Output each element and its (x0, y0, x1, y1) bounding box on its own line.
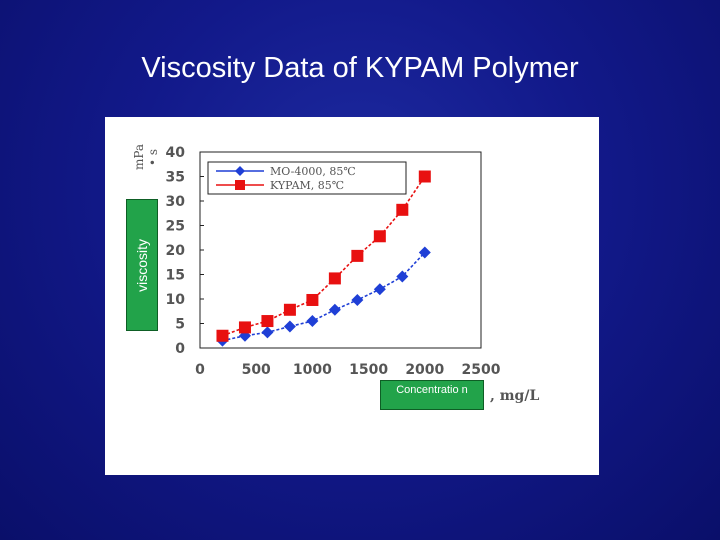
y-tick-label: 10 (166, 292, 186, 308)
y-tick-label: 0 (175, 341, 185, 357)
legend-marker (235, 180, 245, 190)
y-tick-label: 5 (175, 317, 185, 333)
y-axis-label: viscosity (134, 238, 150, 292)
y-tick-label: 35 (166, 170, 185, 186)
legend-label: KYPAM, 85℃ (270, 179, 344, 192)
viscosity-chart: 0 5 10 15 20 25 30 35 40 0 500 1000 1500 2000 2500 MO-4… (166, 145, 501, 378)
x-tick-label: 1500 (349, 362, 388, 378)
data-point-mo4000 (283, 320, 296, 333)
y-tick-label: 25 (166, 219, 185, 235)
y-tick-label: 30 (166, 194, 186, 210)
data-point-mo4000 (373, 283, 386, 296)
data-point-mo4000 (396, 270, 409, 283)
data-point-mo4000 (418, 246, 431, 259)
data-point-mo4000 (261, 326, 274, 339)
slide-title: Viscosity Data of KYPAM Polymer (141, 52, 579, 84)
x-tick-label: 500 (242, 362, 271, 378)
x-tick-label: 0 (195, 362, 205, 378)
y-axis-unit: mPa • s (132, 143, 160, 171)
data-point-kypam (351, 249, 364, 262)
data-point-kypam (328, 272, 341, 285)
data-point-kypam (238, 321, 251, 334)
data-point-kypam (373, 230, 386, 243)
data-point-kypam (261, 315, 274, 328)
data-point-mo4000 (351, 293, 364, 306)
y-tick-label: 40 (166, 145, 186, 161)
y-tick-label: 15 (166, 268, 185, 284)
x-tick-label: 1000 (293, 362, 332, 378)
data-point-kypam (216, 329, 229, 342)
data-point-mo4000 (328, 303, 341, 316)
data-point-kypam (306, 293, 319, 306)
data-point-kypam (418, 170, 431, 183)
legend-label: MO-4000, 85℃ (270, 165, 356, 178)
series-line-1 (222, 176, 426, 337)
y-axis-label-box: viscosity (126, 199, 158, 331)
x-tick-label: 2000 (405, 362, 444, 378)
data-point-kypam (396, 203, 409, 216)
legend-marker (235, 166, 245, 176)
chart-panel: 0 5 10 15 20 25 30 35 40 0 500 1000 1500 2000 2500 MO-4… (105, 117, 599, 475)
data-point-kypam (283, 303, 296, 316)
x-axis-label-box: Concentratio n (380, 380, 484, 410)
y-tick-label: 20 (166, 243, 186, 259)
data-point-mo4000 (306, 315, 319, 328)
x-tick-label: 2500 (462, 362, 501, 378)
x-axis-unit: , mg/L (490, 388, 540, 404)
